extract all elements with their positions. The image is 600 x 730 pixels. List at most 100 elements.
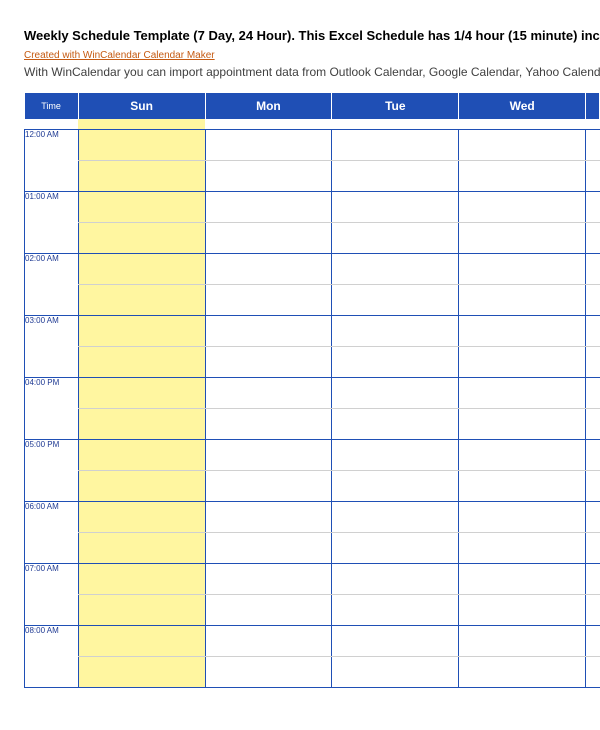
- schedule-cell[interactable]: [332, 284, 459, 315]
- schedule-cell[interactable]: [78, 439, 205, 470]
- schedule-cell[interactable]: [78, 284, 205, 315]
- schedule-cell[interactable]: [205, 563, 332, 594]
- schedule-cell[interactable]: [78, 222, 205, 253]
- schedule-cell[interactable]: [205, 160, 332, 191]
- schedule-cell[interactable]: [78, 594, 205, 625]
- schedule-cell[interactable]: [78, 253, 205, 284]
- schedule-cell[interactable]: [78, 346, 205, 377]
- schedule-cell[interactable]: [586, 191, 600, 222]
- time-label: 05:00 PM: [25, 439, 79, 501]
- schedule-cell[interactable]: [78, 501, 205, 532]
- time-label: 02:00 AM: [25, 253, 79, 315]
- schedule-cell[interactable]: [459, 656, 586, 687]
- maker-link[interactable]: Created with WinCalendar Calendar Maker: [24, 50, 215, 61]
- schedule-cell[interactable]: [332, 470, 459, 501]
- schedule-cell[interactable]: [332, 532, 459, 563]
- schedule-cell[interactable]: [586, 222, 600, 253]
- schedule-cell[interactable]: [332, 315, 459, 346]
- time-label: 06:00 AM: [25, 501, 79, 563]
- schedule-cell[interactable]: [78, 160, 205, 191]
- time-label: 01:00 AM: [25, 191, 79, 253]
- schedule-cell[interactable]: [586, 315, 600, 346]
- schedule-cell[interactable]: [332, 253, 459, 284]
- schedule-cell[interactable]: [205, 656, 332, 687]
- schedule-cell[interactable]: [459, 315, 586, 346]
- schedule-cell[interactable]: [586, 532, 600, 563]
- schedule-cell[interactable]: [78, 377, 205, 408]
- schedule-cell[interactable]: [332, 346, 459, 377]
- schedule-cell[interactable]: [205, 439, 332, 470]
- time-label: 12:00 AM: [25, 129, 79, 191]
- schedule-cell[interactable]: [78, 408, 205, 439]
- schedule-cell[interactable]: [78, 315, 205, 346]
- schedule-cell[interactable]: [586, 377, 600, 408]
- col-head-time: Time: [25, 93, 79, 119]
- schedule-cell[interactable]: [78, 129, 205, 160]
- schedule-cell[interactable]: [332, 222, 459, 253]
- schedule-cell[interactable]: [586, 284, 600, 315]
- schedule-cell[interactable]: [459, 191, 586, 222]
- schedule-cell[interactable]: [459, 501, 586, 532]
- schedule-cell[interactable]: [459, 160, 586, 191]
- schedule-cell[interactable]: [332, 377, 459, 408]
- schedule-cell[interactable]: [586, 501, 600, 532]
- schedule-cell[interactable]: [205, 284, 332, 315]
- schedule-cell[interactable]: [205, 501, 332, 532]
- schedule-cell[interactable]: [78, 532, 205, 563]
- schedule-cell[interactable]: [459, 532, 586, 563]
- schedule-cell[interactable]: [205, 129, 332, 160]
- schedule-cell[interactable]: [459, 470, 586, 501]
- schedule-cell[interactable]: [459, 625, 586, 656]
- schedule-cell[interactable]: [459, 346, 586, 377]
- time-label: 04:00 PM: [25, 377, 79, 439]
- schedule-cell[interactable]: [205, 470, 332, 501]
- schedule-cell[interactable]: [586, 439, 600, 470]
- schedule-cell[interactable]: [205, 346, 332, 377]
- schedule-cell[interactable]: [459, 377, 586, 408]
- schedule-cell[interactable]: [586, 625, 600, 656]
- schedule-cell[interactable]: [205, 408, 332, 439]
- schedule-cell[interactable]: [78, 656, 205, 687]
- schedule-cell[interactable]: [459, 563, 586, 594]
- schedule-cell[interactable]: [586, 408, 600, 439]
- schedule-cell[interactable]: [205, 191, 332, 222]
- schedule-cell[interactable]: [586, 563, 600, 594]
- schedule-cell[interactable]: [459, 408, 586, 439]
- schedule-cell[interactable]: [205, 594, 332, 625]
- schedule-cell[interactable]: [78, 563, 205, 594]
- schedule-cell[interactable]: [78, 191, 205, 222]
- schedule-cell[interactable]: [332, 501, 459, 532]
- schedule-cell[interactable]: [332, 160, 459, 191]
- schedule-cell[interactable]: [586, 656, 600, 687]
- schedule-cell[interactable]: [205, 253, 332, 284]
- schedule-cell[interactable]: [205, 315, 332, 346]
- schedule-cell[interactable]: [332, 656, 459, 687]
- schedule-cell[interactable]: [332, 129, 459, 160]
- schedule-cell[interactable]: [332, 439, 459, 470]
- schedule-cell[interactable]: [332, 625, 459, 656]
- schedule-cell[interactable]: [78, 625, 205, 656]
- schedule-cell[interactable]: [586, 160, 600, 191]
- page-title: Weekly Schedule Template (7 Day, 24 Hour…: [24, 28, 600, 43]
- schedule-cell[interactable]: [205, 377, 332, 408]
- schedule-cell[interactable]: [459, 253, 586, 284]
- schedule-cell[interactable]: [459, 222, 586, 253]
- schedule-cell[interactable]: [332, 191, 459, 222]
- schedule-cell[interactable]: [586, 253, 600, 284]
- schedule-cell[interactable]: [332, 563, 459, 594]
- schedule-cell[interactable]: [586, 594, 600, 625]
- schedule-cell[interactable]: [459, 284, 586, 315]
- schedule-cell[interactable]: [205, 625, 332, 656]
- schedule-cell[interactable]: [586, 129, 600, 160]
- schedule-cell[interactable]: [205, 532, 332, 563]
- schedule-cell[interactable]: [78, 470, 205, 501]
- schedule-cell[interactable]: [205, 222, 332, 253]
- schedule-cell[interactable]: [586, 346, 600, 377]
- col-head-day: Tue: [332, 93, 459, 119]
- schedule-cell[interactable]: [332, 408, 459, 439]
- schedule-cell[interactable]: [459, 129, 586, 160]
- schedule-cell[interactable]: [332, 594, 459, 625]
- schedule-cell[interactable]: [459, 594, 586, 625]
- schedule-cell[interactable]: [459, 439, 586, 470]
- schedule-cell[interactable]: [586, 470, 600, 501]
